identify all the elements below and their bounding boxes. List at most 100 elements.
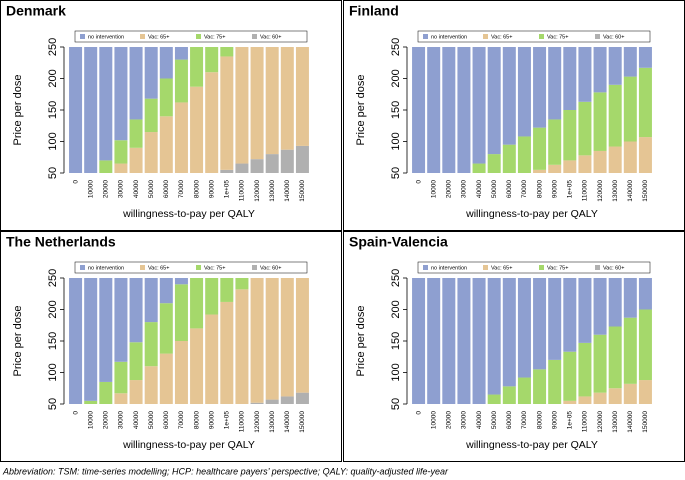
bar-segment [144,132,158,173]
bar-segment [280,278,294,397]
legend-swatch [423,265,428,270]
y-tick-label: 100 [390,132,402,150]
bar-segment [638,380,652,404]
bar-segment [623,47,637,77]
bar-segment [638,67,652,138]
bar-segment [533,278,547,370]
bar-segment [517,136,531,173]
y-tick-label: 200 [390,300,402,318]
bar-segment [427,47,441,173]
bar-segment [593,47,607,93]
bar-segment [114,140,128,164]
bar-segment [265,154,279,173]
bar-segment [487,154,501,173]
bar-segment [84,400,98,404]
bar-segment [472,163,486,173]
bar-segment [265,278,279,400]
y-tick-label: 200 [47,69,59,87]
x-tick-label: 130000 [269,180,276,202]
legend-label: Vac: 75+ [547,34,568,40]
bar-segment [563,400,577,404]
legend-box [74,30,308,43]
legend-swatch [595,265,600,270]
bar-segment [280,396,294,404]
bar-segment [159,116,173,173]
bar-segment [608,388,622,404]
legend-swatch [595,34,600,39]
bar-segment [144,278,158,323]
bar-segment [578,396,592,404]
y-axis-label: Price per dose [355,306,367,377]
x-tick-label: 120000 [597,411,604,433]
legend-swatch [483,34,488,39]
x-tick-label: 90000 [551,180,558,198]
y-tick-label: 150 [390,332,402,350]
legend-swatch [539,34,544,39]
y-tick-label: 200 [390,69,402,87]
bar-segment [159,47,173,79]
legend-label: no intervention [88,265,124,271]
bar-segment [593,92,607,151]
y-tick-label: 100 [47,363,59,381]
bar-segment [487,278,501,395]
x-tick-label: 120000 [597,180,604,202]
panel-border [0,231,342,462]
legend-swatch [196,265,201,270]
bar-segment [129,47,143,120]
bar-segment [638,309,652,381]
x-tick-label: 40000 [476,411,483,429]
legend-swatch [196,34,201,39]
bar-segment [457,47,471,173]
x-tick-label: 40000 [133,180,140,198]
x-tick-label: 10000 [87,411,94,429]
legend-label: Vac: 60+ [260,265,281,271]
bar-segment [144,98,158,133]
bar-segment [84,278,98,401]
bar-segment [608,47,622,85]
y-tick-label: 250 [390,38,402,56]
bar-segment [265,399,279,404]
x-tick-label: 10000 [430,411,437,429]
bar-segment [220,301,234,404]
x-tick-label: 110000 [239,411,246,433]
bar-segment [563,110,577,161]
x-tick-label: 40000 [133,411,140,429]
legend-swatch [140,265,145,270]
bar-segment [578,155,592,173]
bar-segment [205,314,219,404]
bar-segment [280,47,294,150]
x-tick-label: 50000 [491,180,498,198]
x-tick-label: 60000 [506,411,513,429]
bar-segment [608,278,622,327]
bar-segment [144,47,158,99]
bar-segment [235,289,249,404]
x-tick-label: 30000 [461,180,468,198]
bar-segment [295,392,309,404]
bar-segment [235,163,249,173]
x-tick-label: 80000 [193,411,200,429]
legend-label: Vac: 65+ [148,34,169,40]
legend-swatch [252,34,257,39]
x-tick-label: 150000 [299,180,306,202]
bar-segment [190,278,204,329]
x-tick-label: 110000 [582,180,589,202]
bar-segment [129,119,143,148]
legend-swatch [80,265,85,270]
bar-segment [174,284,188,341]
x-tick-label: 60000 [163,180,170,198]
bar-segment [129,380,143,404]
bar-segment [623,76,637,142]
bar-segment [99,381,113,404]
legend-swatch [539,265,544,270]
bar-segment [190,328,204,404]
bar-segment [427,278,441,404]
bar-segment [99,47,113,161]
bar-segment [563,160,577,173]
bar-segment [502,47,516,145]
x-tick-label: 110000 [239,180,246,202]
x-tick-label: 130000 [612,411,619,433]
x-tick-label: 50000 [148,180,155,198]
bar-segment [220,47,234,57]
bar-segment [114,278,128,362]
